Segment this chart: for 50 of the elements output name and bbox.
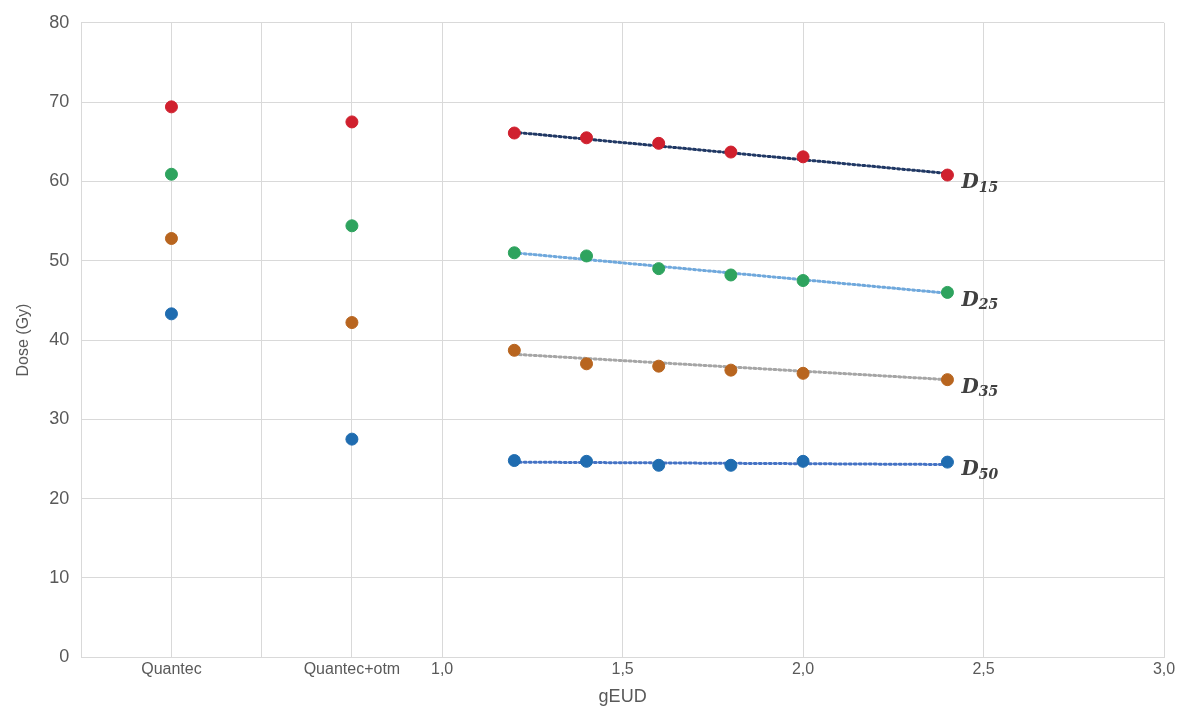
y-tick-label: 50: [49, 249, 70, 270]
point: [164, 167, 178, 181]
point: [796, 150, 810, 164]
point: [796, 366, 810, 380]
point: [345, 432, 359, 446]
point: [724, 268, 738, 282]
point: [507, 246, 521, 260]
point: [345, 219, 359, 233]
point: [940, 373, 954, 387]
point: [164, 307, 178, 321]
point: [652, 458, 666, 472]
y-tick-label: 70: [49, 91, 70, 112]
point: [724, 363, 738, 377]
x-tick-label: 3,0: [1152, 660, 1176, 678]
point: [652, 136, 666, 150]
x-tick-label: 1,0: [431, 660, 454, 678]
point: [940, 285, 954, 299]
point: [652, 359, 666, 373]
x-tick-label: Quantec+otm: [303, 660, 401, 678]
point: [345, 316, 359, 330]
point: [940, 455, 954, 469]
x-tick-label: Quantec: [141, 660, 202, 678]
y-tick-label: 0: [59, 646, 70, 667]
point: [345, 115, 359, 129]
point: [164, 232, 178, 245]
point: [796, 274, 810, 288]
point: [580, 249, 594, 263]
y-axis-title: Dose (Gy): [14, 303, 32, 377]
y-tick-label: 10: [49, 566, 70, 587]
point: [580, 454, 594, 468]
point: [580, 357, 594, 371]
point: [724, 145, 738, 159]
point: [507, 343, 521, 357]
x-tick-label: 2,5: [972, 660, 995, 678]
point: [507, 126, 521, 140]
point: [724, 458, 738, 472]
point: [940, 168, 954, 182]
point: [164, 100, 178, 114]
x-tick-label: 2,0: [791, 660, 815, 678]
y-tick-label: 60: [49, 170, 70, 191]
point: [652, 262, 666, 276]
y-tick-label: 30: [49, 408, 70, 429]
point: [796, 454, 810, 468]
point: [507, 454, 521, 468]
y-tick-label: 20: [49, 487, 70, 508]
x-axis-title: gEUD: [598, 686, 647, 707]
y-tick-label: 80: [49, 11, 70, 32]
y-tick-label: 40: [49, 328, 70, 349]
x-tick-label: 1,5: [611, 660, 634, 678]
point: [580, 131, 594, 145]
